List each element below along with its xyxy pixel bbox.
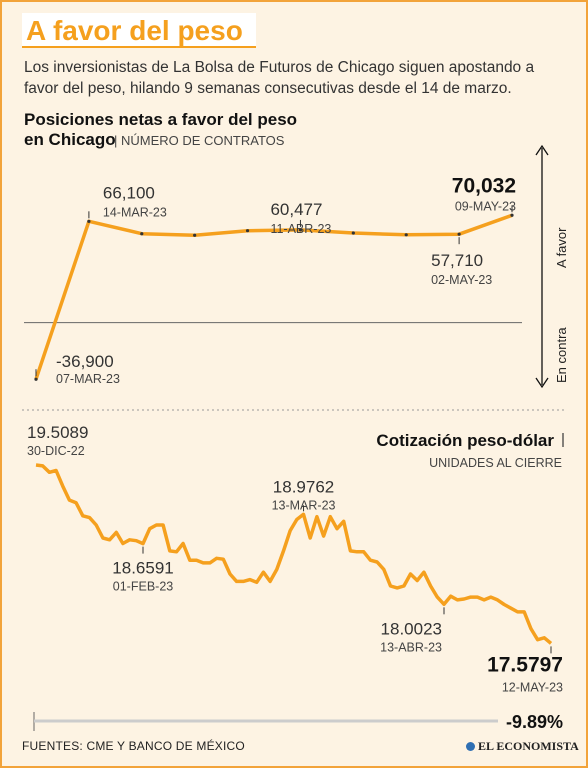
annotation-date: 12-MAY-23 (502, 680, 563, 694)
change-percent: -9.89% (506, 712, 563, 732)
data-point (87, 219, 91, 223)
annotation-date: 13-ABR-23 (380, 640, 442, 654)
logo-text: EL ECONOMISTA (478, 739, 579, 753)
series-line-cotizacion (35, 463, 553, 645)
logo: EL ECONOMISTA (466, 739, 579, 754)
data-point (140, 232, 144, 236)
data-point (404, 233, 408, 237)
annotation-date: 07-MAR-23 (56, 372, 120, 386)
annotation-value: -36,900 (56, 352, 114, 371)
direction-arrows: A favor En contra (535, 144, 569, 389)
annotation-date: 11-ABR-23 (270, 222, 331, 236)
annotation-value: 19.5089 (27, 423, 88, 442)
annotation-value: 18.0023 (381, 619, 442, 638)
annotation-value: 66,100 (103, 183, 155, 202)
chart1-title-line-2: en Chicago (24, 130, 116, 149)
chart2-title: Cotización peso-dólar (376, 431, 554, 450)
data-point (510, 213, 514, 217)
series-line-posiciones (34, 213, 513, 380)
annotation-value: 18.9762 (273, 477, 334, 496)
label-a-favor: A favor (554, 227, 569, 268)
data-point (245, 229, 250, 233)
data-point (193, 233, 197, 237)
label-en-contra: En contra (554, 327, 569, 383)
annotation-date: 14-MAR-23 (103, 205, 167, 219)
data-point (351, 231, 355, 235)
annotation-value: 60,477 (270, 200, 322, 219)
chart-cotizacion-peso-dolar: 19.5089 30-DIC-22 18.6591 01-FEB-23 18.9762 1… (27, 423, 563, 694)
page-title: A favor del peso (26, 15, 243, 46)
logo-icon (466, 742, 475, 751)
change-bar: -9.89% (33, 712, 563, 732)
data-point (457, 232, 461, 236)
chart2-unit-label: UNIDADES AL CIERRE (429, 456, 562, 470)
data-point (298, 228, 303, 232)
annotation-value: 18.6591 (112, 559, 173, 578)
subtitle-line-2: favor del peso, hilando 9 semanas consec… (24, 80, 512, 97)
annotation-date: 09-MAY-23 (455, 199, 516, 213)
annotation-date: 30-DIC-22 (27, 444, 85, 458)
source-footer: FUENTES: CME Y BANCO DE MÉXICO (22, 739, 245, 753)
chart1-unit-label: | NÚMERO DE CONTRATOS (114, 133, 285, 148)
chart-posiciones-netas: 66,100 14-MAR-23 60,477 11-ABR-23 70,032 09-M… (24, 174, 522, 386)
data-point (34, 377, 38, 381)
annotation-date: 01-FEB-23 (113, 580, 173, 594)
annotation-value: 70,032 (452, 174, 516, 197)
annotation-value: 57,710 (431, 251, 483, 270)
annotation-value: 17.5797 (487, 653, 563, 676)
subtitle-line-1: Los inversionistas de La Bolsa de Futuro… (24, 59, 534, 76)
chart1-title-line-1: Posiciones netas a favor del peso (24, 110, 297, 129)
annotation-date: 02-MAY-23 (431, 273, 492, 287)
title-background (22, 13, 256, 47)
